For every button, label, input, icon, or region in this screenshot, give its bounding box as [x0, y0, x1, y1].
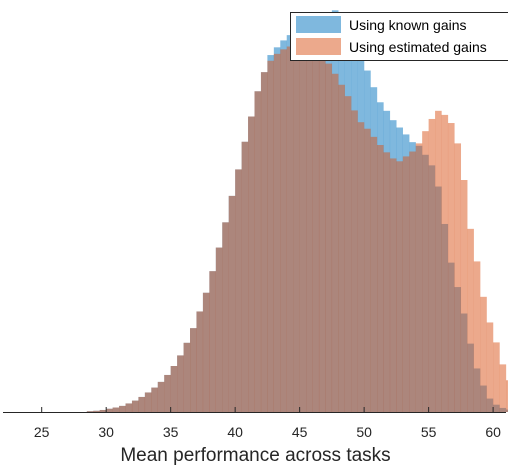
histogram-bar-series-2: [151, 387, 158, 412]
histogram-bar-series-2: [473, 261, 481, 412]
histogram-bar-series-2: [454, 143, 462, 412]
histogram-bar-series-2: [99, 409, 107, 412]
histogram-bar-series-2: [106, 408, 113, 412]
histogram-bar-series-2: [228, 195, 236, 412]
histogram-bar-series-2: [157, 381, 165, 412]
histogram-bar-series-2: [396, 161, 403, 412]
histogram-bar-series-2: [86, 411, 94, 412]
histogram-bar-series-2: [480, 296, 487, 412]
histogram-bar-series-2: [435, 110, 442, 412]
histogram-bar-series-2: [144, 392, 152, 412]
histogram-bar-series-2: [325, 63, 333, 412]
legend-label-estimated-gains: Using estimated gains: [349, 39, 487, 55]
histogram-bar-series-2: [190, 328, 197, 412]
x-tick-label: 50: [356, 424, 372, 440]
histogram-bar-series-2: [493, 342, 500, 412]
histogram-bar-series-2: [119, 405, 126, 412]
histogram-bar-series-2: [409, 151, 416, 412]
x-axis-ticks: 25 30 35 40 45 50 55 60: [34, 407, 501, 440]
histogram-bar-series-2: [312, 51, 320, 413]
x-tick-label: 30: [98, 424, 114, 440]
histogram-bar-series-2: [280, 49, 287, 412]
histogram-bar-series-2: [267, 60, 274, 412]
histogram-bar-series-2: [131, 400, 139, 412]
histogram-bar-series-2: [351, 110, 358, 413]
histogram-bar-series-2: [460, 180, 468, 412]
histogram-bar-series-2: [241, 141, 249, 412]
histogram-bar-series-2: [370, 136, 378, 413]
legend-swatch-known-gains: [296, 16, 341, 33]
histogram-bar-series-2: [222, 222, 229, 412]
histogram-bar-series-2: [93, 410, 100, 412]
histogram-bar-series-2: [422, 131, 429, 413]
histogram-bars: [86, 10, 508, 413]
histogram-bar-series-2: [138, 396, 146, 412]
x-axis-title: Mean performance across tasks: [120, 445, 390, 466]
legend-swatch-estimated-gains: [296, 38, 341, 55]
histogram-bar-series-2: [402, 156, 410, 412]
histogram-bar-series-2: [306, 47, 313, 412]
histogram-bar-series-2: [215, 247, 223, 412]
histogram-bar-series-2: [170, 366, 178, 412]
x-tick-label: 25: [34, 424, 50, 440]
x-tick-label: 60: [485, 424, 501, 440]
histogram-bar-series-2: [164, 374, 171, 412]
histogram-bar-series-2: [286, 46, 294, 412]
histogram-bar-series-2: [428, 118, 436, 413]
histogram-bar-series-2: [293, 45, 300, 412]
histogram-bar-series-2: [357, 122, 365, 412]
histogram-bar-series-2: [331, 73, 339, 413]
x-tick-label: 55: [421, 424, 437, 440]
histogram-bar-series-2: [177, 355, 184, 412]
histogram-bar-series-2: [506, 380, 508, 412]
histogram-bar-series-2: [447, 123, 455, 412]
histogram-bar-series-2: [499, 364, 507, 412]
histogram-bar-series-2: [344, 96, 352, 412]
histogram-bar-series-2: [248, 116, 255, 412]
histogram-bar-series-2: [125, 403, 133, 412]
histogram-bar-series-2: [202, 292, 210, 412]
histogram-bar-series-2: [415, 143, 423, 412]
histogram-bar-series-2: [467, 228, 474, 412]
histogram-bar-series-2: [338, 84, 345, 412]
histogram-bar-series-2: [299, 44, 307, 412]
histogram-bar-series-2: [273, 53, 281, 413]
histogram-bar-series-2: [383, 152, 391, 413]
x-tick-label: 40: [227, 424, 243, 440]
histogram-bar-series-2: [441, 114, 449, 412]
histogram-bar-series-2: [112, 407, 120, 412]
histogram-bar-series-2: [196, 311, 204, 412]
x-tick-label: 45: [292, 424, 308, 440]
histogram-bar-series-2: [235, 169, 242, 412]
legend-label-known-gains: Using known gains: [349, 17, 467, 33]
histogram-bar-series-2: [364, 128, 371, 412]
histogram-bar-series-2: [183, 342, 191, 412]
histogram-bar-series-2: [486, 322, 494, 412]
histogram-bar-series-2: [389, 158, 397, 412]
histogram-bar-series-2: [254, 91, 262, 412]
x-tick-label: 35: [163, 424, 179, 440]
legend: Using known gains Using estimated gains: [290, 12, 508, 61]
histogram-bar-series-2: [260, 72, 268, 412]
histogram-bar-series-2: [377, 145, 384, 412]
histogram-bar-series-2: [209, 271, 216, 412]
histogram-bar-series-2: [318, 56, 326, 412]
